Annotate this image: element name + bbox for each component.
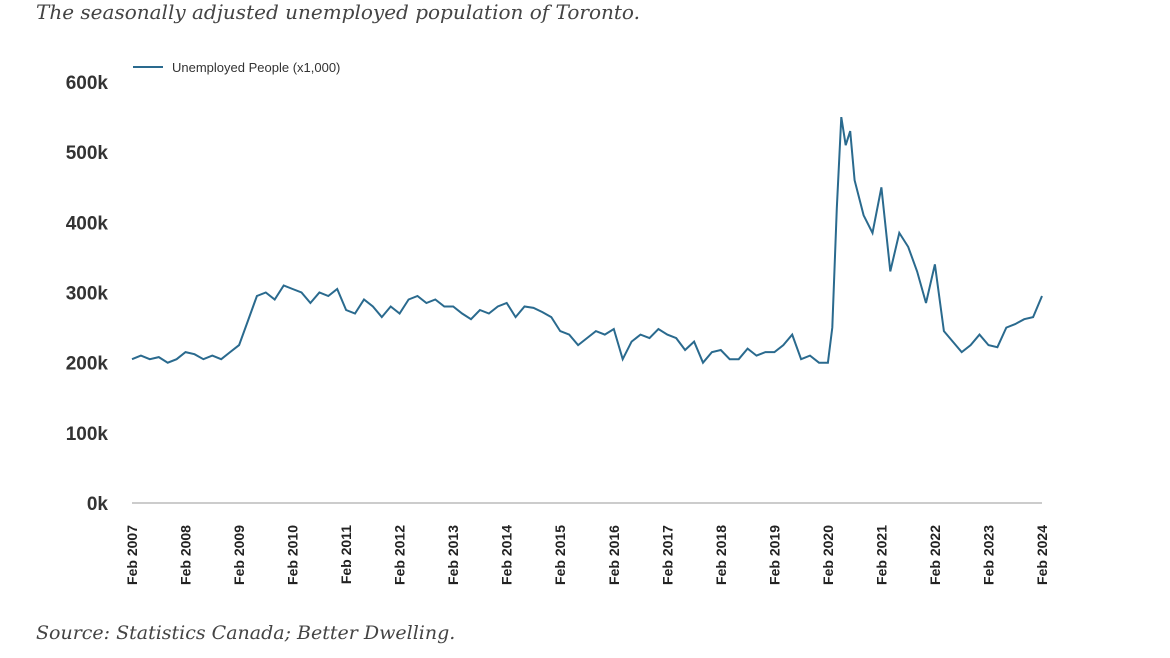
x-tick-label: Feb 2018 — [713, 525, 729, 585]
y-tick-label: 400k — [66, 213, 109, 234]
chart-title: The seasonally adjusted unemployed popul… — [36, 0, 640, 24]
x-tick-label: Feb 2010 — [285, 525, 301, 585]
x-tick-label: Feb 2014 — [499, 525, 515, 585]
y-tick-label: 0k — [87, 494, 109, 515]
x-axis: Feb 2007 Feb 2008 Feb 2009 Feb 2010 Feb 2011… — [124, 525, 1050, 585]
y-tick-label: 100k — [66, 424, 109, 445]
x-tick-label: Feb 2007 — [124, 525, 140, 585]
x-tick-label: Feb 2019 — [766, 525, 782, 585]
x-tick-label: Feb 2015 — [552, 525, 568, 585]
x-tick-label: Feb 2024 — [1034, 525, 1050, 585]
series-line-unemployed — [131, 116, 1043, 365]
legend: Unemployed People (x1,000) — [133, 60, 340, 75]
y-tick-label: 300k — [66, 284, 109, 305]
legend-label: Unemployed People (x1,000) — [172, 60, 340, 75]
x-tick-label: Feb 2013 — [445, 525, 461, 585]
y-tick-label: 500k — [66, 143, 109, 164]
x-tick-label: Feb 2011 — [338, 525, 354, 584]
source-note: Source: Statistics Canada; Better Dwelli… — [36, 622, 456, 644]
y-tick-label: 600k — [66, 73, 109, 94]
x-tick-label: Feb 2022 — [927, 525, 943, 585]
x-tick-label: Feb 2012 — [392, 525, 408, 585]
x-tick-label: Feb 2009 — [231, 525, 247, 585]
x-tick-label: Feb 2017 — [659, 525, 675, 585]
y-axis: 0k 100k 200k 300k 400k 500k 600k — [66, 73, 109, 515]
x-tick-label: Feb 2008 — [178, 525, 194, 585]
x-tick-label: Feb 2020 — [820, 525, 836, 585]
y-tick-label: 200k — [66, 354, 109, 375]
x-tick-label: Feb 2023 — [980, 525, 996, 585]
x-tick-label: Feb 2021 — [873, 525, 889, 585]
x-tick-label: Feb 2016 — [606, 525, 622, 585]
